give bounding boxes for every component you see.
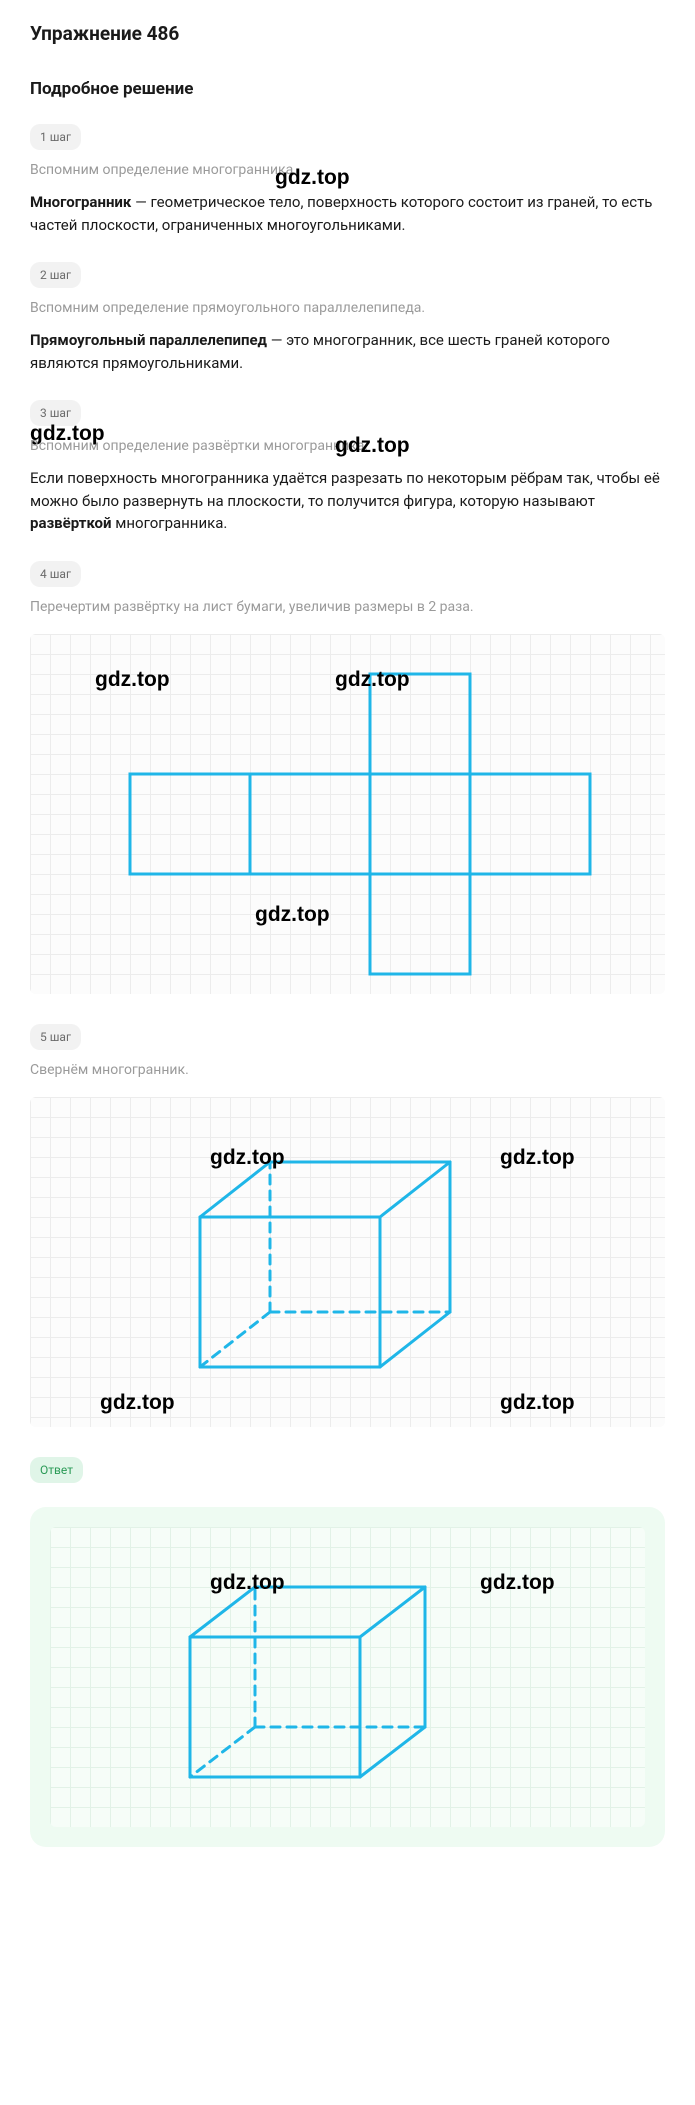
figure-cube: gdz.topgdz.topgdz.topgdz.top xyxy=(30,1097,665,1427)
text-before: Если поверхность многогранника удаётся р… xyxy=(30,469,660,510)
figure-net: gdz.topgdz.topgdz.top xyxy=(30,634,665,994)
step-badge: 5 шаг xyxy=(30,1024,81,1050)
grid-canvas: gdz.topgdz.top xyxy=(50,1527,645,1827)
step-body: Прямоугольный параллелепипед — это много… xyxy=(30,329,665,374)
step-badge: 3 шаг xyxy=(30,400,81,426)
step-badge: 4 шаг xyxy=(30,561,81,587)
step-block: 4 шаг Перечертим развёртку на лист бумаг… xyxy=(30,561,665,994)
text-after: многогранника. xyxy=(112,514,228,532)
step-intro: Вспомним определение многогранника. xyxy=(30,160,665,181)
term-bold: Многогранник xyxy=(30,193,131,211)
step-block: 2 шаг Вспомним определение прямоугольног… xyxy=(30,262,665,374)
step-body: Многогранник — геометрическое тело, пове… xyxy=(30,191,665,236)
step-intro: Вспомним определение прямоугольного пара… xyxy=(30,298,665,319)
term-bold: развёрткой xyxy=(30,514,112,532)
step-badge: 2 шаг xyxy=(30,262,81,288)
step-intro: Свернём многогранник. xyxy=(30,1060,665,1081)
answer-panel: gdz.topgdz.top xyxy=(30,1507,665,1847)
grid-canvas: gdz.topgdz.topgdz.top xyxy=(30,634,665,994)
step-body: Если поверхность многогранника удаётся р… xyxy=(30,467,665,535)
step-block: 3 шаг gdz.top Вспомним определение развё… xyxy=(30,400,665,535)
step-block: 1 шаг Вспомним определение многогранника… xyxy=(30,124,665,236)
answer-badge: Ответ xyxy=(30,1457,83,1483)
step-block: 5 шаг Свернём многогранник. gdz.topgdz.t… xyxy=(30,1024,665,1427)
section-subtitle: Подробное решение xyxy=(30,77,665,103)
term-bold: Прямоугольный параллелепипед xyxy=(30,331,267,349)
grid-canvas: gdz.topgdz.topgdz.topgdz.top xyxy=(30,1097,665,1427)
step-intro: Вспомним определение развёртки многогран… xyxy=(30,436,665,457)
step-badge: 1 шаг xyxy=(30,124,81,150)
step-intro: Перечертим развёртку на лист бумаги, уве… xyxy=(30,597,665,618)
page-title: Упражнение 486 xyxy=(30,20,665,49)
figure-cube-answer: gdz.topgdz.top xyxy=(50,1527,645,1827)
